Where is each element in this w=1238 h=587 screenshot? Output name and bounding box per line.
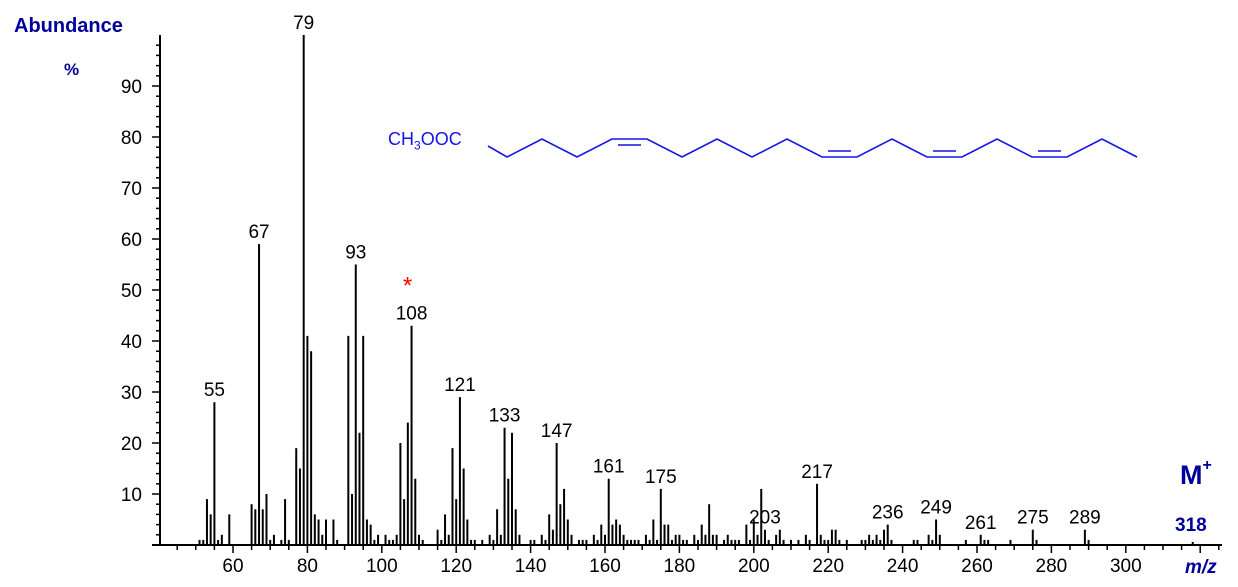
- y-axis: 10 20 30 40 50 60 70 80 90: [121, 35, 161, 545]
- svg-text:60: 60: [121, 230, 142, 251]
- svg-text:50: 50: [121, 281, 142, 302]
- structure-formula: CH3OOC: [388, 129, 462, 153]
- y-axis-unit: %: [64, 60, 80, 79]
- svg-text:30: 30: [121, 383, 142, 404]
- svg-text:240: 240: [887, 556, 919, 577]
- peak-label: 236: [872, 503, 904, 524]
- svg-text:120: 120: [440, 556, 472, 577]
- peak-label: 249: [920, 498, 952, 519]
- svg-text:180: 180: [664, 556, 696, 577]
- molecular-ion-mz: 318: [1175, 515, 1207, 536]
- x-axis-title: m/z: [1185, 557, 1217, 578]
- molecular-ion-label: M+: [1180, 457, 1212, 490]
- molecular-structure-diagram: [487, 138, 1138, 158]
- svg-text:300: 300: [1110, 556, 1142, 577]
- peak-labels: 55 67 79 93 108 * 121 133 147 161 175 203 217 236 249 2…: [204, 13, 1101, 534]
- svg-text:160: 160: [589, 556, 621, 577]
- peak-label: 79: [293, 13, 314, 34]
- peak-label: 121: [444, 375, 476, 396]
- peak-label: 261: [965, 513, 997, 534]
- peak-label: 289: [1069, 508, 1101, 529]
- peak-label: 108: [396, 304, 428, 325]
- peak-bars: [198, 35, 1194, 545]
- x-axis: 60 80 100 120 140 160 180 200 220 240 260 280 300: [152, 544, 1222, 577]
- svg-text:100: 100: [366, 556, 398, 577]
- svg-text:20: 20: [121, 434, 142, 455]
- svg-text:220: 220: [812, 556, 844, 577]
- svg-text:90: 90: [121, 77, 142, 98]
- peak-label: 203: [749, 508, 781, 529]
- peak-label: 175: [645, 467, 677, 488]
- svg-text:80: 80: [121, 128, 142, 149]
- svg-text:40: 40: [121, 332, 142, 353]
- peak-label: 55: [204, 380, 225, 401]
- svg-text:200: 200: [738, 556, 770, 577]
- svg-text:60: 60: [222, 556, 243, 577]
- peak-label: 93: [345, 243, 366, 264]
- marker-asterisk: *: [403, 273, 412, 300]
- y-axis-title: Abundance: [14, 15, 123, 37]
- peak-label: 133: [489, 406, 521, 427]
- peak-label: 275: [1017, 508, 1049, 529]
- svg-text:70: 70: [121, 179, 142, 200]
- peak-label: 161: [593, 457, 625, 478]
- svg-text:260: 260: [961, 556, 993, 577]
- svg-text:140: 140: [515, 556, 547, 577]
- svg-text:10: 10: [121, 485, 142, 506]
- svg-text:80: 80: [297, 556, 318, 577]
- peak-label: 147: [541, 421, 573, 442]
- svg-text:280: 280: [1036, 556, 1068, 577]
- peak-label: 217: [801, 462, 833, 483]
- peak-label: 67: [248, 222, 269, 243]
